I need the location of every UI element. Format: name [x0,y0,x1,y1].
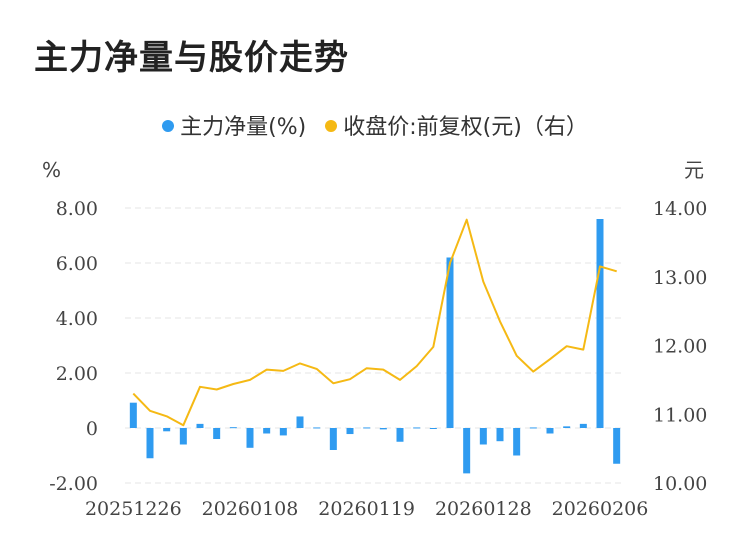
bar[interactable] [546,428,554,434]
bar[interactable] [396,428,404,442]
bar[interactable] [613,428,621,464]
legend-item-close-price[interactable]: 收盘价:前复权(元)（右） [325,109,588,141]
left-tick-label: 2.00 [56,363,98,385]
x-tick-label: 20260119 [318,498,415,520]
left-tick-label: -2.00 [49,473,98,495]
bar[interactable] [496,428,504,442]
grid-lines [125,207,625,484]
x-tick-label: 20251226 [85,498,182,520]
bar[interactable] [479,428,487,445]
right-axis-unit: 元 [684,158,704,182]
chart-title: 主力净量与股价走势 [34,38,349,78]
bar[interactable] [446,257,454,429]
bar[interactable] [529,427,537,429]
left-tick-label: 0 [86,418,98,440]
right-tick-label: 14.00 [653,198,707,220]
bar[interactable] [179,428,187,445]
left-tick-label: 6.00 [56,253,98,275]
right-tick-label: 13.00 [653,267,707,289]
bar[interactable] [363,427,371,429]
bar[interactable] [346,428,354,435]
bar[interactable] [379,428,387,430]
right-axis-ticks: 14.00 13.00 12.00 11.00 10.00 [653,198,707,495]
x-axis-ticks: 20251226 20260108 20260119 20260128 20260206 [85,498,648,520]
bar[interactable] [213,428,221,439]
x-tick-label: 20260206 [552,498,649,520]
bar[interactable] [246,428,254,448]
bar[interactable] [196,423,204,428]
line-series [132,218,617,427]
bar[interactable] [129,402,137,428]
price-line[interactable] [132,218,617,427]
left-tick-label: 4.00 [56,308,98,330]
bar[interactable] [596,219,604,428]
left-axis-unit: % [42,158,61,182]
legend-dot-icon [162,120,175,132]
legend-item-net-volume[interactable]: 主力净量(%) [162,109,306,141]
bar[interactable] [329,428,337,450]
bar[interactable] [463,428,471,474]
x-tick-label: 20260108 [202,498,299,520]
bar[interactable] [429,428,437,429]
bar[interactable] [296,416,304,428]
bar[interactable] [563,426,571,428]
legend-dot-icon [325,120,338,132]
legend: 主力净量(%) 收盘价:前复权(元)（右） [0,109,750,141]
bar[interactable] [579,423,587,428]
bar[interactable] [513,428,521,456]
left-axis-ticks: 8.00 6.00 4.00 2.00 0 -2.00 [49,198,98,495]
bar-series [129,219,621,474]
bar[interactable] [279,428,287,436]
x-tick-label: 20260128 [435,498,532,520]
bar[interactable] [163,428,171,432]
right-tick-label: 10.00 [653,473,707,495]
right-tick-label: 11.00 [653,404,707,426]
legend-label: 主力净量(%) [180,115,307,140]
left-tick-label: 8.00 [56,198,98,220]
legend-label: 收盘价:前复权(元)（右） [343,115,588,140]
bar[interactable] [229,427,237,429]
bar[interactable] [263,428,271,434]
bar[interactable] [313,427,321,429]
bar[interactable] [413,427,421,429]
right-tick-label: 12.00 [653,336,707,358]
bar[interactable] [146,428,154,459]
